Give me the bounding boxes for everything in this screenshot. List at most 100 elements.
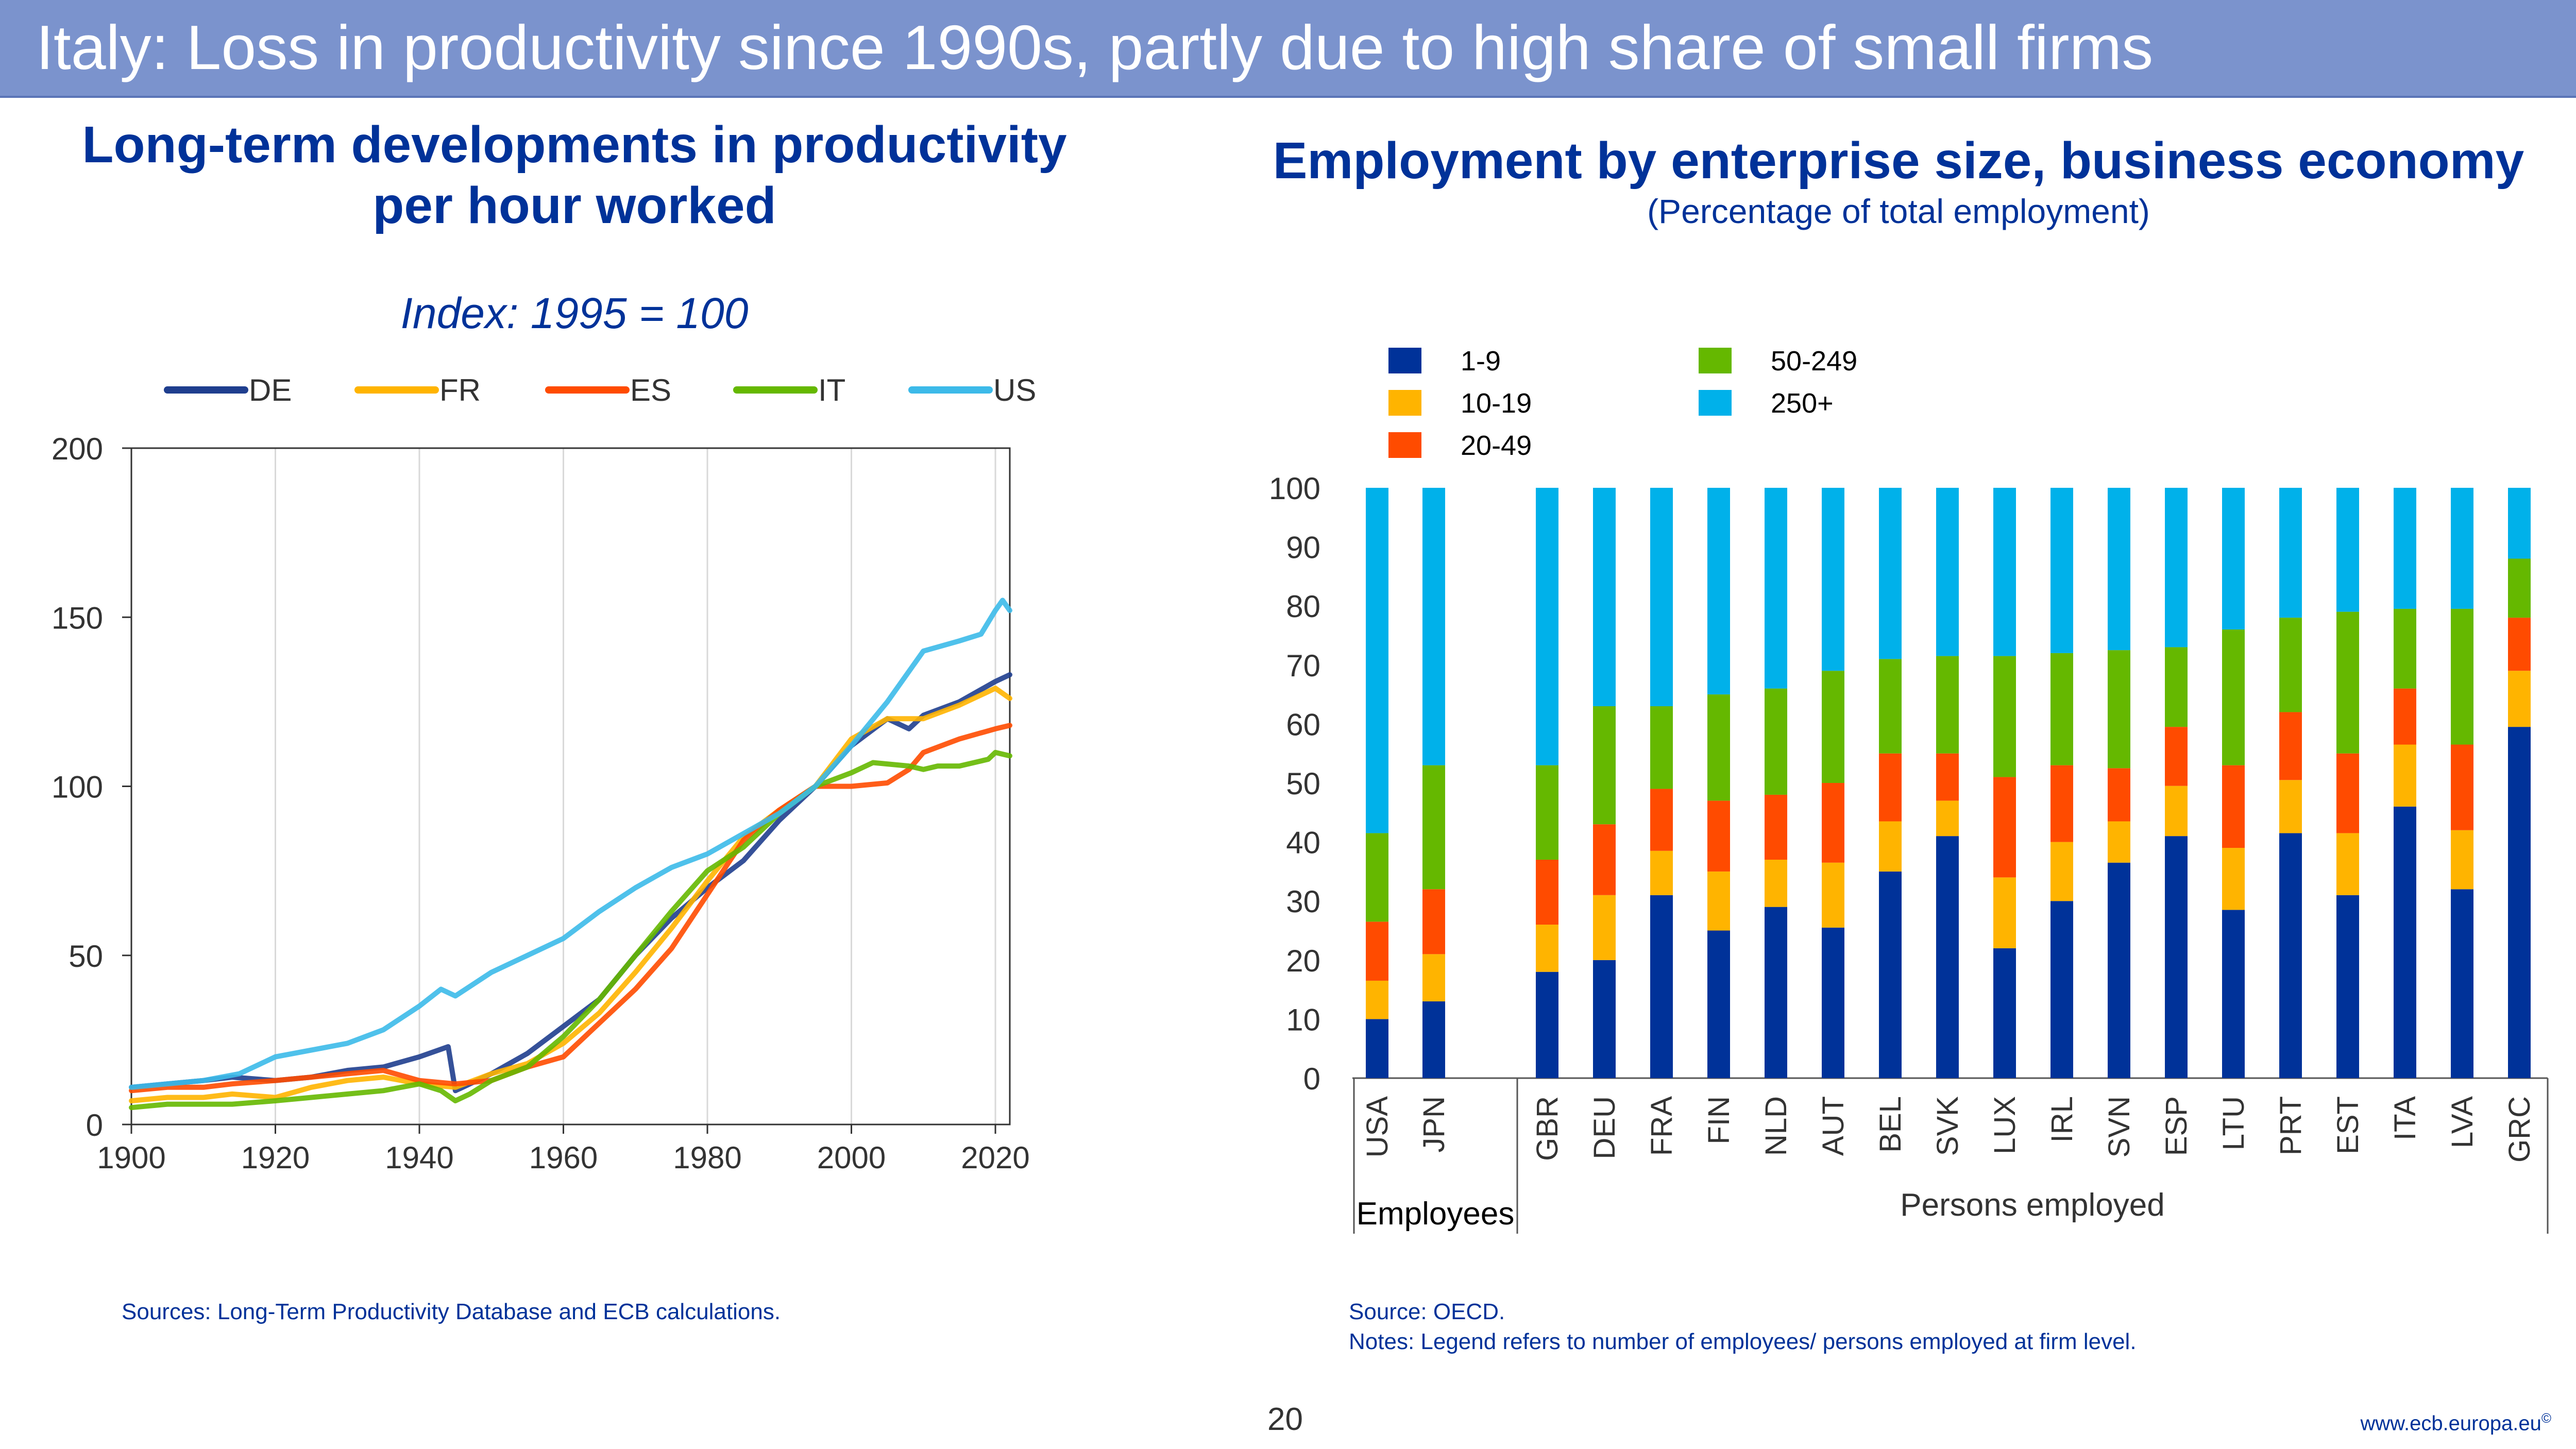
bar-JPN-10-19	[1422, 954, 1445, 1002]
bar-AUT-10-19	[1822, 862, 1844, 928]
bar-y-tick-label-40: 40	[1286, 826, 1320, 860]
page-number: 20	[1267, 1402, 1303, 1437]
ecb-url-text[interactable]: www.ecb.europa.eu	[2360, 1412, 2541, 1435]
bar-FIN-50-249	[1707, 694, 1730, 801]
bar-NLD-10-19	[1765, 859, 1787, 907]
bar-FIN-20-49	[1707, 800, 1730, 872]
category-label-BEL: BEL	[1874, 1096, 1907, 1153]
category-label-ITA: ITA	[2388, 1096, 2422, 1140]
bar-GBR-250+	[1536, 488, 1558, 765]
bar-SVK-10-19	[1936, 800, 1959, 837]
y-tick-label-200: 200	[52, 432, 103, 466]
copyright-mark: ©	[2541, 1410, 2551, 1426]
bar-BEL-20-49	[1879, 753, 1902, 822]
bar-AUT-20-49	[1822, 783, 1844, 863]
bar-ESP-250+	[2165, 488, 2188, 647]
bar-PRT-50-249	[2279, 618, 2302, 712]
bar-USA-20-49	[1366, 922, 1388, 981]
bar-NLD-1-9	[1765, 907, 1787, 1078]
bar-PRT-20-49	[2279, 712, 2302, 780]
bar-LVA-250+	[2451, 488, 2473, 609]
bar-GBR-20-49	[1536, 859, 1558, 925]
bar-USA-1-9	[1366, 1019, 1388, 1078]
bar-NLD-50-249	[1765, 688, 1787, 795]
bar-NLD-20-49	[1765, 794, 1787, 860]
category-label-NLD: NLD	[1759, 1096, 1793, 1156]
bar-LTU-20-49	[2222, 765, 2245, 848]
bar-y-tick-label-70: 70	[1286, 649, 1320, 683]
series-line-IT	[129, 749, 1012, 1111]
category-label-FIN: FIN	[1702, 1096, 1736, 1144]
ecb-url[interactable]: www.ecb.europa.eu©	[2361, 1410, 2552, 1435]
bar-y-tick-label-100: 100	[1269, 471, 1320, 506]
bar-LVA-20-49	[2451, 744, 2473, 830]
bar-SVN-20-49	[2108, 768, 2130, 822]
bar-SVK-50-249	[1936, 656, 1959, 754]
bar-LUX-250+	[1993, 488, 2016, 656]
legend-swatch-1-9	[1388, 348, 1421, 373]
bar-JPN-1-9	[1422, 1001, 1445, 1078]
employment-notes: Notes: Legend refers to number of employ…	[1349, 1329, 2137, 1354]
bar-DEU-10-19	[1593, 895, 1616, 960]
bar-PRT-10-19	[2279, 780, 2302, 833]
category-label-LVA: LVA	[2446, 1096, 2479, 1148]
employment-chart-title: Employment by enterprise size, business …	[1273, 132, 2524, 190]
bar-y-tick-label-30: 30	[1286, 884, 1320, 919]
legend-swatch-250+	[1699, 390, 1732, 416]
bar-y-tick-label-0: 0	[1303, 1062, 1320, 1096]
category-label-FRA: FRA	[1645, 1096, 1679, 1156]
category-label-IRL: IRL	[2045, 1096, 2079, 1143]
bar-EST-10-19	[2336, 833, 2359, 895]
bar-LTU-10-19	[2222, 848, 2245, 910]
bar-SVK-1-9	[1936, 836, 1959, 1078]
bar-FRA-50-249	[1650, 706, 1673, 789]
category-label-AUT: AUT	[1817, 1096, 1850, 1156]
bar-FIN-1-9	[1707, 930, 1730, 1078]
bar-FRA-250+	[1650, 488, 1673, 707]
legend-swatch-20-49	[1388, 432, 1421, 458]
legend-label-ES: ES	[630, 373, 671, 407]
group-label-employees: Employees	[1357, 1196, 1515, 1232]
bar-ITA-250+	[2394, 488, 2416, 609]
bar-SVK-250+	[1936, 488, 1959, 656]
x-tick-label-1940: 1940	[385, 1140, 453, 1175]
bar-y-tick-label-90: 90	[1286, 531, 1320, 565]
productivity-chart-title-line1: Long-term developments in productivity	[82, 116, 1067, 174]
category-label-SVN: SVN	[2103, 1096, 2136, 1157]
bar-IRL-1-9	[2050, 901, 2073, 1078]
legend-label-250+: 250+	[1771, 388, 1834, 419]
bar-IRL-10-19	[2050, 842, 2073, 901]
legend-label-10-19: 10-19	[1461, 388, 1532, 419]
bar-LTU-50-249	[2222, 629, 2245, 765]
series-line-FR	[129, 686, 1012, 1103]
series-line-ES	[129, 723, 1012, 1094]
category-label-ESP: ESP	[2160, 1096, 2193, 1156]
category-label-SVK: SVK	[1931, 1096, 1964, 1156]
x-tick-label-2000: 2000	[817, 1140, 886, 1175]
bar-EST-20-49	[2336, 753, 2359, 833]
bar-y-tick-label-10: 10	[1286, 1002, 1320, 1037]
bar-AUT-1-9	[1822, 927, 1844, 1078]
productivity-line-chart: 0 50 100 150 200 1900 1920 1940 1960 1980 2000 2020…	[52, 373, 1036, 1175]
bar-LUX-1-9	[1993, 948, 2016, 1078]
legend-label-1-9: 1-9	[1461, 346, 1501, 377]
legend-label-50-249: 50-249	[1771, 346, 1857, 377]
bar-IRL-20-49	[2050, 765, 2073, 842]
bar-BEL-10-19	[1879, 821, 1902, 872]
bar-PRT-1-9	[2279, 833, 2302, 1078]
header-bar	[0, 0, 2576, 98]
legend-label-US: US	[993, 373, 1036, 407]
legend-swatch-10-19	[1388, 390, 1421, 416]
bar-y-tick-label-20: 20	[1286, 944, 1320, 978]
bar-GRC-250+	[2508, 488, 2531, 559]
category-label-GBR: GBR	[1531, 1096, 1564, 1161]
y-tick-label-0: 0	[86, 1108, 103, 1143]
productivity-chart-subtitle: Index: 1995 = 100	[400, 289, 749, 337]
bar-FRA-10-19	[1650, 850, 1673, 895]
bar-ITA-50-249	[2394, 608, 2416, 689]
bar-DEU-20-49	[1593, 824, 1616, 895]
bar-LUX-50-249	[1993, 656, 2016, 777]
bar-BEL-50-249	[1879, 659, 1902, 754]
bar-SVN-1-9	[2108, 862, 2130, 1078]
